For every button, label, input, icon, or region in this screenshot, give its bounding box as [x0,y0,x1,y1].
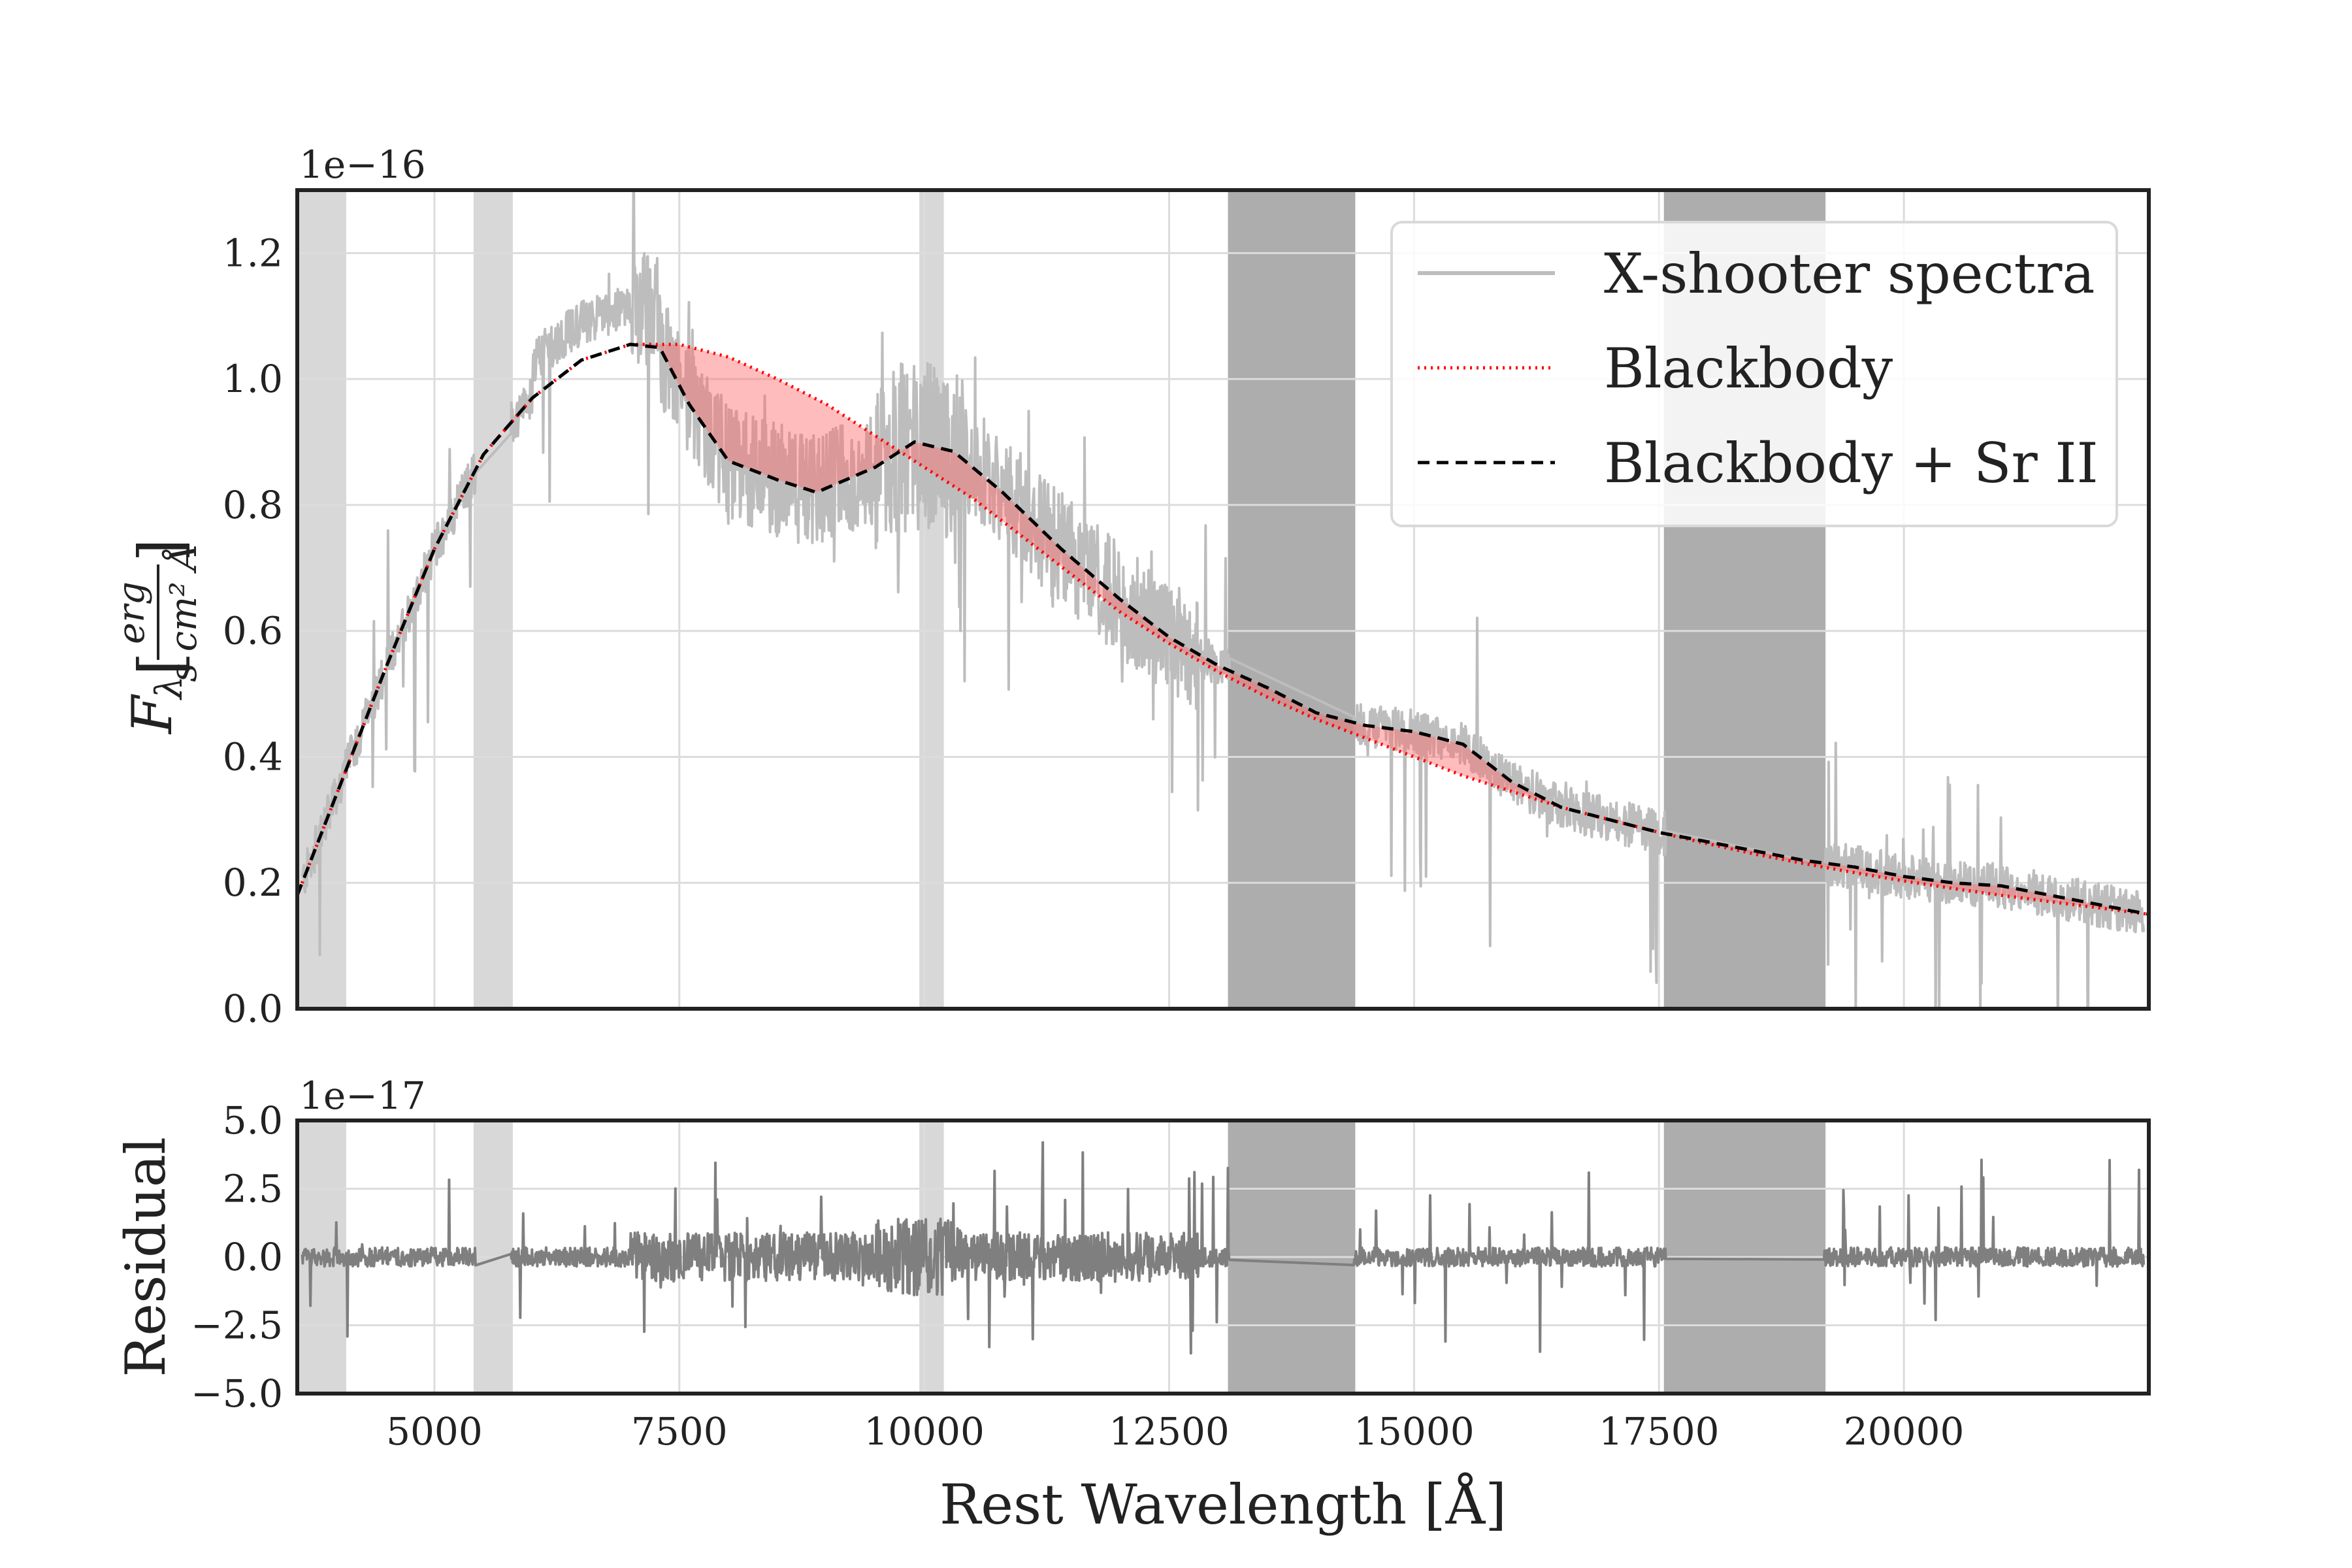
legend-label-blackbody: Blackbody [1604,336,1893,400]
ylabel-fraction-denominator: s cm² Å [161,544,205,682]
main-y-tick-label: 0.2 [223,860,283,905]
ylabel-close-bracket: ] [126,538,196,562]
blackbody-line [297,342,2149,916]
main-y-tick-label: 0.6 [223,609,283,653]
main-y-tick-label: 0.4 [223,734,283,779]
residual-y-axis-label: Residual [114,1137,178,1377]
legend-label-spectra: X-shooter spectra [1604,242,2095,306]
x-tick-label: 12500 [1109,1409,1230,1454]
main-spectrum-panel: 0.0 0.2 0.4 0.6 0.8 1.0 1.2 1e−16 F λ [ erg s … [110,142,2151,1031]
x-tick-label: 15000 [1354,1409,1475,1454]
residual-y-tick-label: 2.5 [223,1167,283,1211]
residual-y-tick-label: −5.0 [191,1371,283,1416]
main-y-axis-label: F λ [ erg s cm² Å ] [110,538,205,735]
main-masked-region-3 [919,190,944,1009]
main-y-tick-label: 0.0 [223,987,283,1031]
residual-panel: −5.0 −2.5 0.0 2.5 5.0 5000 7500 10000 12500 1500… [114,1073,2151,1537]
residual-plot-frame [295,1119,2151,1396]
main-masked-region-2 [473,190,513,1009]
x-tick-label: 20000 [1844,1409,1965,1454]
ylabel-open-bracket: [ [126,652,196,676]
residual-y-tick-label: 5.0 [223,1098,283,1143]
x-tick-label: 10000 [864,1409,985,1454]
main-y-tick-label: 1.0 [223,357,283,401]
residual-y-tick-label: 0.0 [223,1235,283,1279]
residual-line [301,1141,2146,1355]
x-tick-label: 7500 [631,1409,728,1454]
main-masked-region-4 [1228,190,1356,1009]
x-tick-label: 17500 [1599,1409,1720,1454]
xshooter-spectrum-line [301,190,2146,1009]
residual-offset-label: 1e−17 [299,1073,426,1118]
legend-box [1390,221,2118,527]
main-y-tick-label: 1.2 [223,231,283,275]
ylabel-fraction-numerator: erg [110,581,153,644]
x-tick-label: 5000 [386,1409,483,1454]
main-plot-frame [295,188,2151,1011]
ylabel-f-symbol: F [120,694,184,735]
legend-label-blackbody-sr: Blackbody + Sr II [1604,431,2099,495]
main-y-tick-label: 0.8 [223,483,283,527]
main-offset-label: 1e−16 [299,142,426,187]
x-axis-label: Rest Wavelength [Å] [939,1472,1507,1537]
residual-y-tick-label: −2.5 [191,1303,283,1348]
ylabel-lambda-subscript: λ [148,676,191,701]
legend: X-shooter spectra Blackbody Blackbody + … [1390,221,2118,527]
